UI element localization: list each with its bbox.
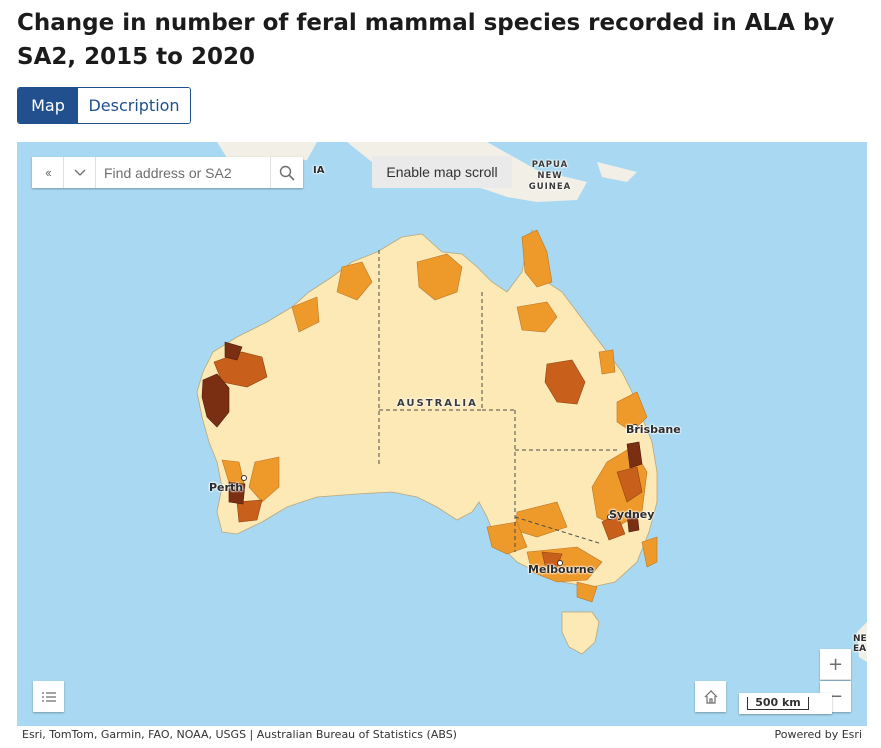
melbourne-marker: [557, 560, 563, 566]
sydney-marker: [607, 514, 613, 520]
brisbane-label: Brisbane: [626, 423, 681, 436]
search-button[interactable]: [271, 157, 303, 188]
tab-map[interactable]: Map: [18, 88, 78, 123]
powered-by-esri[interactable]: Powered by Esri: [774, 727, 862, 741]
tasmania: [561, 611, 600, 655]
state-borders: [378, 250, 617, 552]
scale-bar: 500 km: [747, 697, 809, 710]
scale-bar-widget: 500 km: [739, 693, 832, 714]
map-canvas: [17, 142, 867, 726]
zoom-in-icon: +: [827, 653, 844, 675]
png-label: PAPUA NEW GUINEA: [528, 160, 572, 192]
melbourne-label: Melbourne: [528, 563, 595, 576]
tab-description[interactable]: Description: [78, 88, 190, 123]
city-markers: [241, 424, 638, 566]
class-4-regions: [201, 341, 643, 533]
ia-label: IA: [313, 165, 325, 176]
layer-list-button[interactable]: [33, 681, 64, 712]
class-3-regions: [213, 351, 643, 568]
search-widget: ‹‹: [32, 157, 303, 188]
map-view[interactable]: AUSTRALIA PAPUA NEW GUINEA IA Perth Bris…: [17, 142, 867, 726]
brisbane-marker: [632, 424, 638, 430]
zoom-in-button[interactable]: +: [820, 649, 851, 680]
australia-label: AUSTRALIA: [397, 398, 478, 409]
layer-list-icon: [41, 691, 56, 702]
collapse-button[interactable]: ‹‹: [32, 157, 64, 188]
chevron-down-icon: [74, 169, 85, 176]
map-attribution: Esri, TomTom, Garmin, FAO, NOAA, USGS | …: [17, 726, 867, 742]
nz-label: NE EAL: [853, 634, 867, 654]
search-icon: [279, 165, 295, 181]
collapse-icon: ‹‹: [45, 165, 52, 180]
source-dropdown-button[interactable]: [64, 157, 96, 188]
attribution-text: Esri, TomTom, Garmin, FAO, NOAA, USGS | …: [22, 727, 457, 741]
page-title: Change in number of feral mammal species…: [17, 10, 835, 70]
view-tabs: Map Description: [17, 87, 191, 124]
home-button[interactable]: [695, 681, 726, 712]
sydney-label: Sydney: [609, 508, 655, 521]
search-input[interactable]: [96, 157, 271, 188]
home-icon: [704, 689, 717, 704]
perth-marker: [241, 475, 247, 481]
perth-label: Perth: [209, 481, 244, 494]
enable-map-scroll-button[interactable]: Enable map scroll: [372, 156, 512, 188]
